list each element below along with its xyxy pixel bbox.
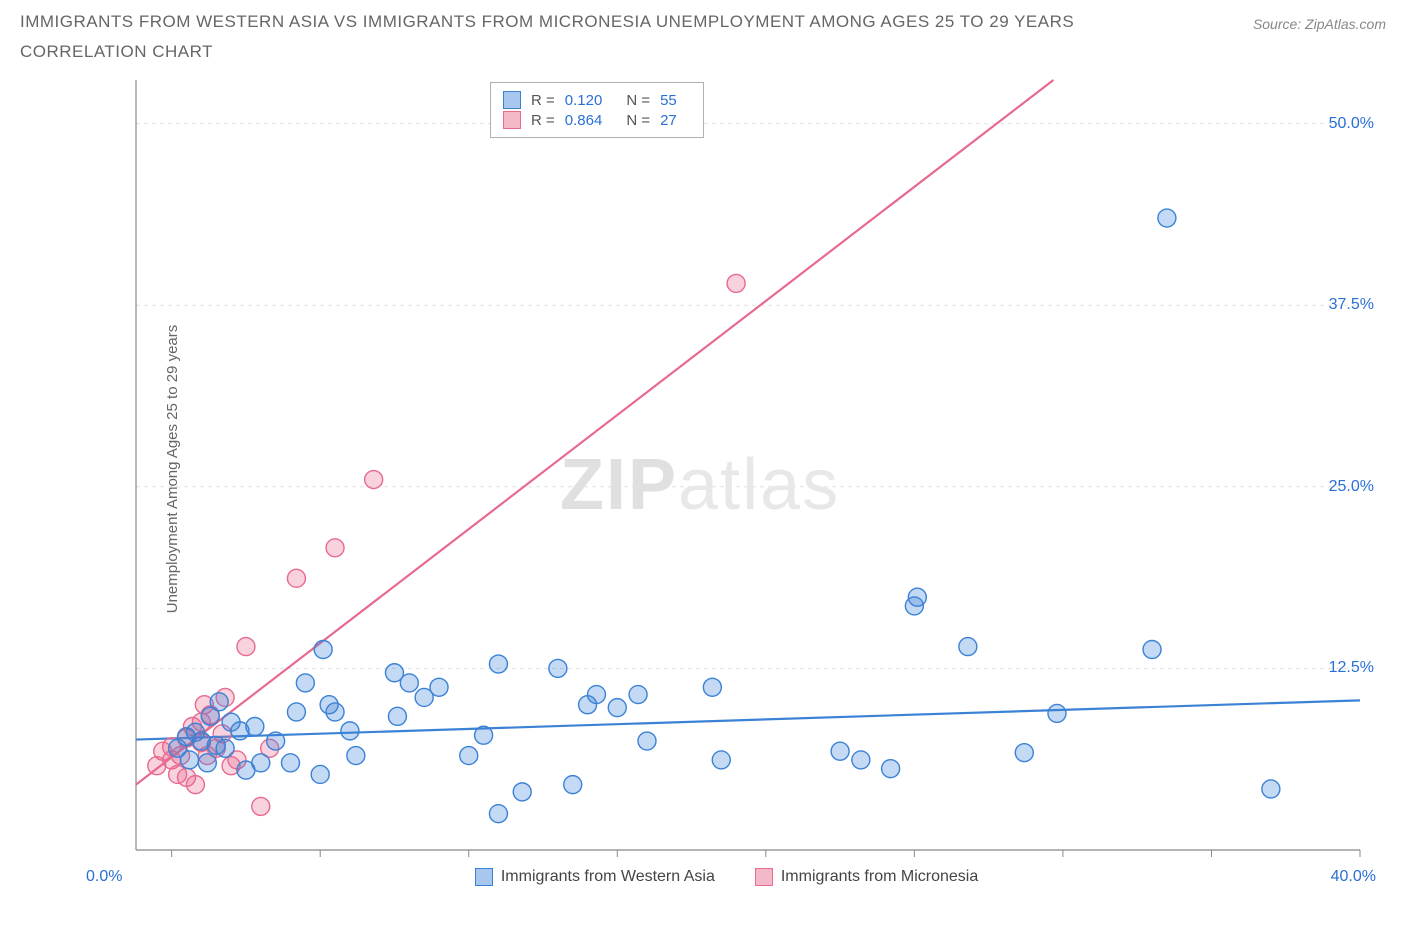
n-label-b: N = bbox=[626, 112, 650, 129]
stats-row-a: R = 0.120 N = 55 bbox=[503, 91, 691, 109]
y-axis-label: Unemployment Among Ages 25 to 29 years bbox=[164, 325, 181, 614]
legend-item-b: Immigrants from Micronesia bbox=[755, 868, 978, 886]
x-axis-min-label: 0.0% bbox=[86, 868, 122, 886]
chart-container: Unemployment Among Ages 25 to 29 years Z… bbox=[20, 74, 1380, 864]
legend: Immigrants from Western Asia Immigrants … bbox=[475, 868, 978, 886]
chart-subtitle: CORRELATION CHART bbox=[20, 42, 1386, 62]
n-label-a: N = bbox=[626, 92, 650, 109]
swatch-a bbox=[503, 91, 521, 109]
legend-item-a: Immigrants from Western Asia bbox=[475, 868, 715, 886]
scatter-plot bbox=[70, 74, 1370, 864]
legend-swatch-a bbox=[475, 868, 493, 886]
n-value-b: 27 bbox=[660, 112, 677, 129]
r-value-b: 0.864 bbox=[565, 112, 603, 129]
y-tick-label: 50.0% bbox=[1329, 115, 1374, 133]
y-tick-label: 25.0% bbox=[1329, 478, 1374, 496]
legend-label-b: Immigrants from Micronesia bbox=[781, 868, 978, 886]
y-tick-label: 12.5% bbox=[1329, 659, 1374, 677]
y-tick-label: 37.5% bbox=[1329, 296, 1374, 314]
r-label-a: R = bbox=[531, 92, 555, 109]
stats-legend-box: R = 0.120 N = 55 R = 0.864 N = 27 bbox=[490, 82, 704, 138]
n-value-a: 55 bbox=[660, 92, 677, 109]
x-axis-max-label: 40.0% bbox=[1331, 868, 1376, 886]
source-label: Source: ZipAtlas.com bbox=[1253, 16, 1386, 32]
chart-title: IMMIGRANTS FROM WESTERN ASIA VS IMMIGRAN… bbox=[20, 12, 1074, 32]
bottom-bar: 0.0% Immigrants from Western Asia Immigr… bbox=[20, 868, 1386, 886]
legend-swatch-b bbox=[755, 868, 773, 886]
legend-label-a: Immigrants from Western Asia bbox=[501, 868, 715, 886]
r-label-b: R = bbox=[531, 112, 555, 129]
swatch-b bbox=[503, 111, 521, 129]
stats-row-b: R = 0.864 N = 27 bbox=[503, 111, 691, 129]
r-value-a: 0.120 bbox=[565, 92, 603, 109]
